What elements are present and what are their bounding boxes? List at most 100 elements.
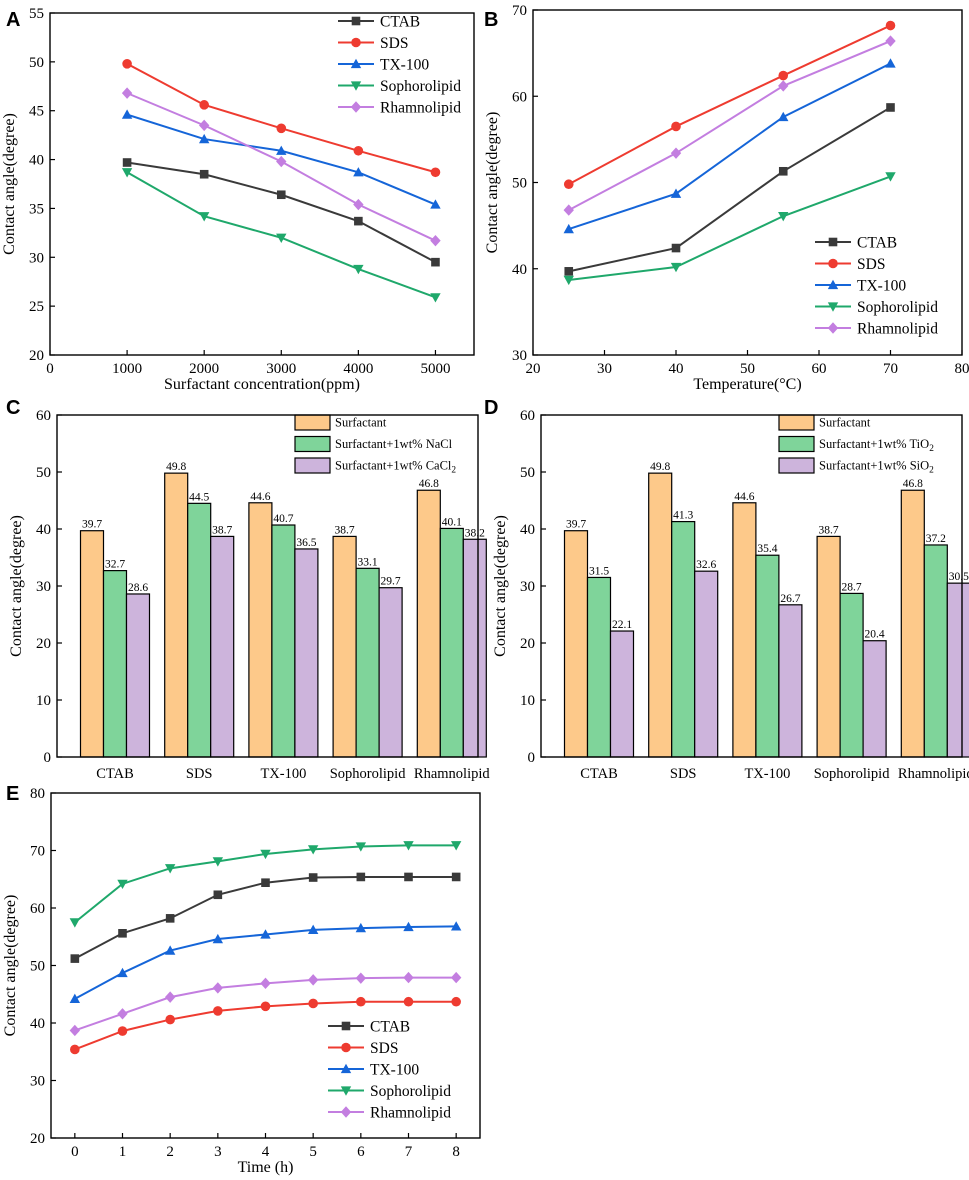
category-label: Rhamnolipid <box>414 766 490 782</box>
panel-c-letter: C <box>6 397 20 419</box>
y-tick-label: 10 <box>36 693 51 709</box>
legend-marker <box>341 1042 351 1053</box>
data-point-ctab <box>199 169 209 179</box>
bar-value-label: 33.1 <box>358 556 378 568</box>
bar-surfactant-1wt-nacl <box>271 524 296 758</box>
data-point-sophorolipid <box>212 857 224 867</box>
y-tick-label: 80 <box>30 786 45 802</box>
data-point-tx-100 <box>353 167 364 177</box>
legend-label: CTAB <box>380 14 420 31</box>
data-point-ctab <box>671 243 681 253</box>
data-point-tx-100 <box>670 188 682 198</box>
data-point-ctab <box>404 872 413 882</box>
bar-surfactant-1wt-cacl <box>378 587 403 758</box>
bar-surfactant-1wt-sio <box>694 570 719 758</box>
data-point-ctab <box>276 190 286 200</box>
x-tick-label: 2 <box>166 1144 174 1160</box>
y-tick-label: 30 <box>29 250 44 266</box>
data-point-sds <box>70 1044 80 1055</box>
y-tick-label: 50 <box>36 465 51 481</box>
data-point-tx-100 <box>778 111 789 122</box>
y-tick-label: 40 <box>512 262 527 278</box>
data-point-sds <box>117 1026 128 1036</box>
y-axis-label: Contact angle(degree) <box>484 112 501 254</box>
legend-label: Sophorolipid <box>857 299 938 316</box>
data-point-ctab <box>165 914 175 923</box>
bar-value-label: 46.8 <box>419 478 439 490</box>
y-tick-label: 30 <box>36 579 51 595</box>
data-point-sophorolipid <box>403 841 414 851</box>
y-tick-label: 45 <box>29 104 44 120</box>
y-tick-label: 60 <box>512 89 527 105</box>
legend-swatch <box>294 435 331 453</box>
data-point-tx-100 <box>885 58 896 68</box>
x-tick-label: 7 <box>405 1144 413 1160</box>
data-point-rhamnolipid <box>450 971 462 984</box>
data-point-rhamnolipid <box>212 982 224 994</box>
category-label: SDS <box>670 766 697 782</box>
y-tick-label: 0 <box>44 750 52 766</box>
data-point-ctab <box>308 873 318 882</box>
data-point-sophorolipid <box>307 845 319 855</box>
bar-surfactant-1wt-nacl <box>187 502 212 758</box>
x-tick-label: 0 <box>71 1144 79 1160</box>
legend-marker <box>350 101 362 113</box>
data-point-rhamnolipid <box>563 204 574 216</box>
y-axis-label: Contact angle(degree) <box>1 113 18 255</box>
data-point-sophorolipid <box>450 841 462 851</box>
data-point-rhamnolipid <box>778 80 789 92</box>
legend-label-text: Surfactant <box>819 416 871 430</box>
panel-d: D 0 10 20 30 40 50 60 Contact angle(degree) CTAB 3… <box>484 397 969 782</box>
bar-value-label: 28.7 <box>842 581 862 593</box>
bar-value-label: 40.7 <box>273 513 293 525</box>
legend-swatch <box>294 457 331 474</box>
legend-label-text: Surfactant <box>335 416 387 430</box>
legend-swatch <box>294 414 331 431</box>
legend-marker <box>340 1086 352 1096</box>
data-point-sds <box>122 59 132 69</box>
bar-value-label: 44.5 <box>189 491 209 503</box>
bar-surfactant-1wt-cacl <box>462 538 487 758</box>
data-point-sds <box>430 167 441 178</box>
bar-surfactant-1wt-sio <box>862 640 887 758</box>
y-tick-label: 10 <box>520 693 535 709</box>
data-point-ctab <box>261 878 270 887</box>
legend-marker <box>341 1021 351 1031</box>
bar-value-label: 38.2 <box>465 527 485 539</box>
y-tick-label: 20 <box>520 636 535 652</box>
bar-surfactant-1wt-cacl <box>294 548 319 758</box>
data-point-sophorolipid <box>276 233 287 243</box>
data-point-sds <box>451 996 461 1007</box>
bar-surfactant <box>816 535 841 758</box>
legend-label: TX-100 <box>380 57 429 74</box>
data-point-sds <box>353 145 364 156</box>
data-point-rhamnolipid <box>355 972 367 984</box>
bar-value-label: 36.5 <box>296 537 316 549</box>
bar-surfactant-1wt-sio <box>609 630 635 758</box>
data-point-rhamnolipid <box>885 35 896 47</box>
bar-value-label: 29.7 <box>381 576 401 588</box>
x-tick-label: 60 <box>812 361 827 377</box>
data-point-sophorolipid <box>69 918 81 928</box>
legend-marker <box>350 58 362 69</box>
data-point-sophorolipid <box>355 842 367 852</box>
data-point-sophorolipid <box>198 212 210 222</box>
bar-value-label: 28.6 <box>128 582 148 594</box>
bar-surfactant-1wt-nacl <box>355 567 380 758</box>
data-point-sds <box>885 20 896 31</box>
data-point-rhamnolipid <box>430 234 441 247</box>
bar-surfactant-1wt-cacl <box>125 593 151 758</box>
data-point-sophorolipid <box>260 849 271 860</box>
panel-b-letter: B <box>484 9 498 31</box>
data-point-tx-100 <box>450 921 462 931</box>
y-tick-label: 40 <box>29 153 44 169</box>
y-tick-label: 50 <box>30 959 45 975</box>
bar-surfactant-1wt-tio <box>755 554 780 758</box>
series-line-ctab <box>126 161 436 264</box>
panel-a: A 20 25 30 35 40 45 50 55 Contact angle(degree) 0 1… <box>1 6 475 393</box>
bar-surfactant-1wt-sio <box>778 604 803 758</box>
data-point-rhamnolipid <box>353 198 364 211</box>
bar-value-label: 22.1 <box>612 619 632 631</box>
legend-label: TX-100 <box>857 278 906 295</box>
y-axis-label: Contact angle(degree) <box>2 895 19 1037</box>
